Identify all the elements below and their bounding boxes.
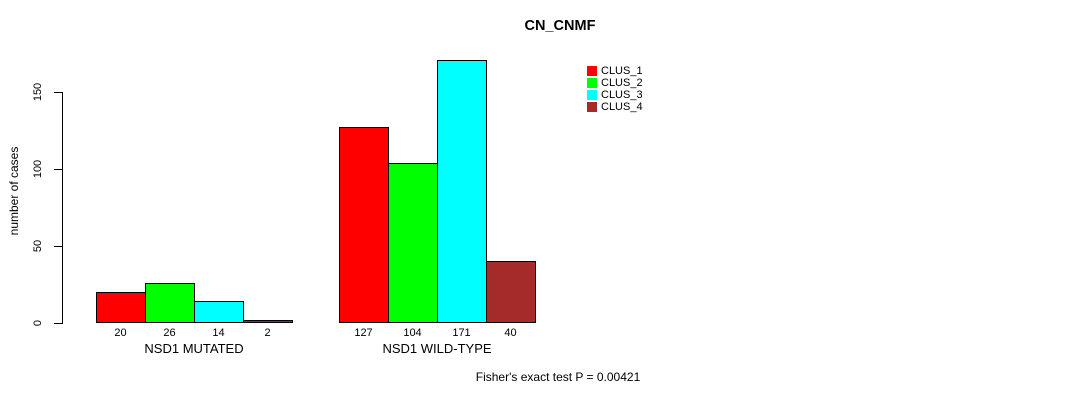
y-axis-tick: [54, 323, 62, 324]
bar: [437, 60, 487, 323]
y-axis-label: number of cases: [7, 146, 21, 236]
bar-value-label: 104: [403, 327, 422, 339]
legend-swatch: [587, 66, 597, 76]
annotation-text: Fisher's exact test P = 0.00421: [475, 370, 641, 384]
y-axis-line: [62, 92, 63, 324]
legend-item: CLUS_1: [587, 65, 643, 77]
bar-value-label: 40: [504, 327, 517, 339]
bar-value-label: 127: [354, 327, 373, 339]
legend-item: CLUS_2: [587, 77, 643, 89]
bar-value-label: 2: [264, 327, 271, 339]
legend-item-label: CLUS_1: [601, 65, 643, 77]
y-axis-tick: [54, 169, 62, 170]
y-axis-tick-label: 150: [32, 82, 44, 102]
bar: [486, 261, 536, 323]
bar: [194, 301, 244, 323]
bar-value-label: 171: [452, 327, 471, 339]
bar-value-label: 26: [163, 327, 176, 339]
y-axis-tick: [54, 92, 62, 93]
y-axis-tick-label: 50: [32, 239, 44, 253]
bar-value-label: 20: [114, 327, 127, 339]
legend-swatch: [587, 78, 597, 88]
legend: CLUS_1 CLUS_2 CLUS_3 CLUS_4: [587, 65, 643, 113]
group-label: NSD1 WILD-TYPE: [382, 341, 492, 356]
legend-item: CLUS_3: [587, 89, 643, 101]
bar: [145, 283, 195, 323]
y-axis-tick: [54, 246, 62, 247]
y-axis-tick-label: 100: [32, 159, 44, 179]
y-axis-tick-label: 0: [32, 319, 44, 327]
chart-title: CN_CNMF: [524, 18, 596, 34]
group-label: NSD1 MUTATED: [144, 341, 244, 356]
bar: [243, 320, 293, 323]
bar: [388, 163, 438, 323]
bar: [96, 292, 146, 323]
legend-item-label: CLUS_3: [601, 89, 643, 101]
legend-item-label: CLUS_4: [601, 101, 643, 113]
bar: [339, 127, 389, 323]
legend-swatch: [587, 90, 597, 100]
legend-swatch: [587, 102, 597, 112]
bar-value-label: 14: [212, 327, 225, 339]
legend-item-label: CLUS_2: [601, 77, 643, 89]
legend-item: CLUS_4: [587, 101, 643, 113]
